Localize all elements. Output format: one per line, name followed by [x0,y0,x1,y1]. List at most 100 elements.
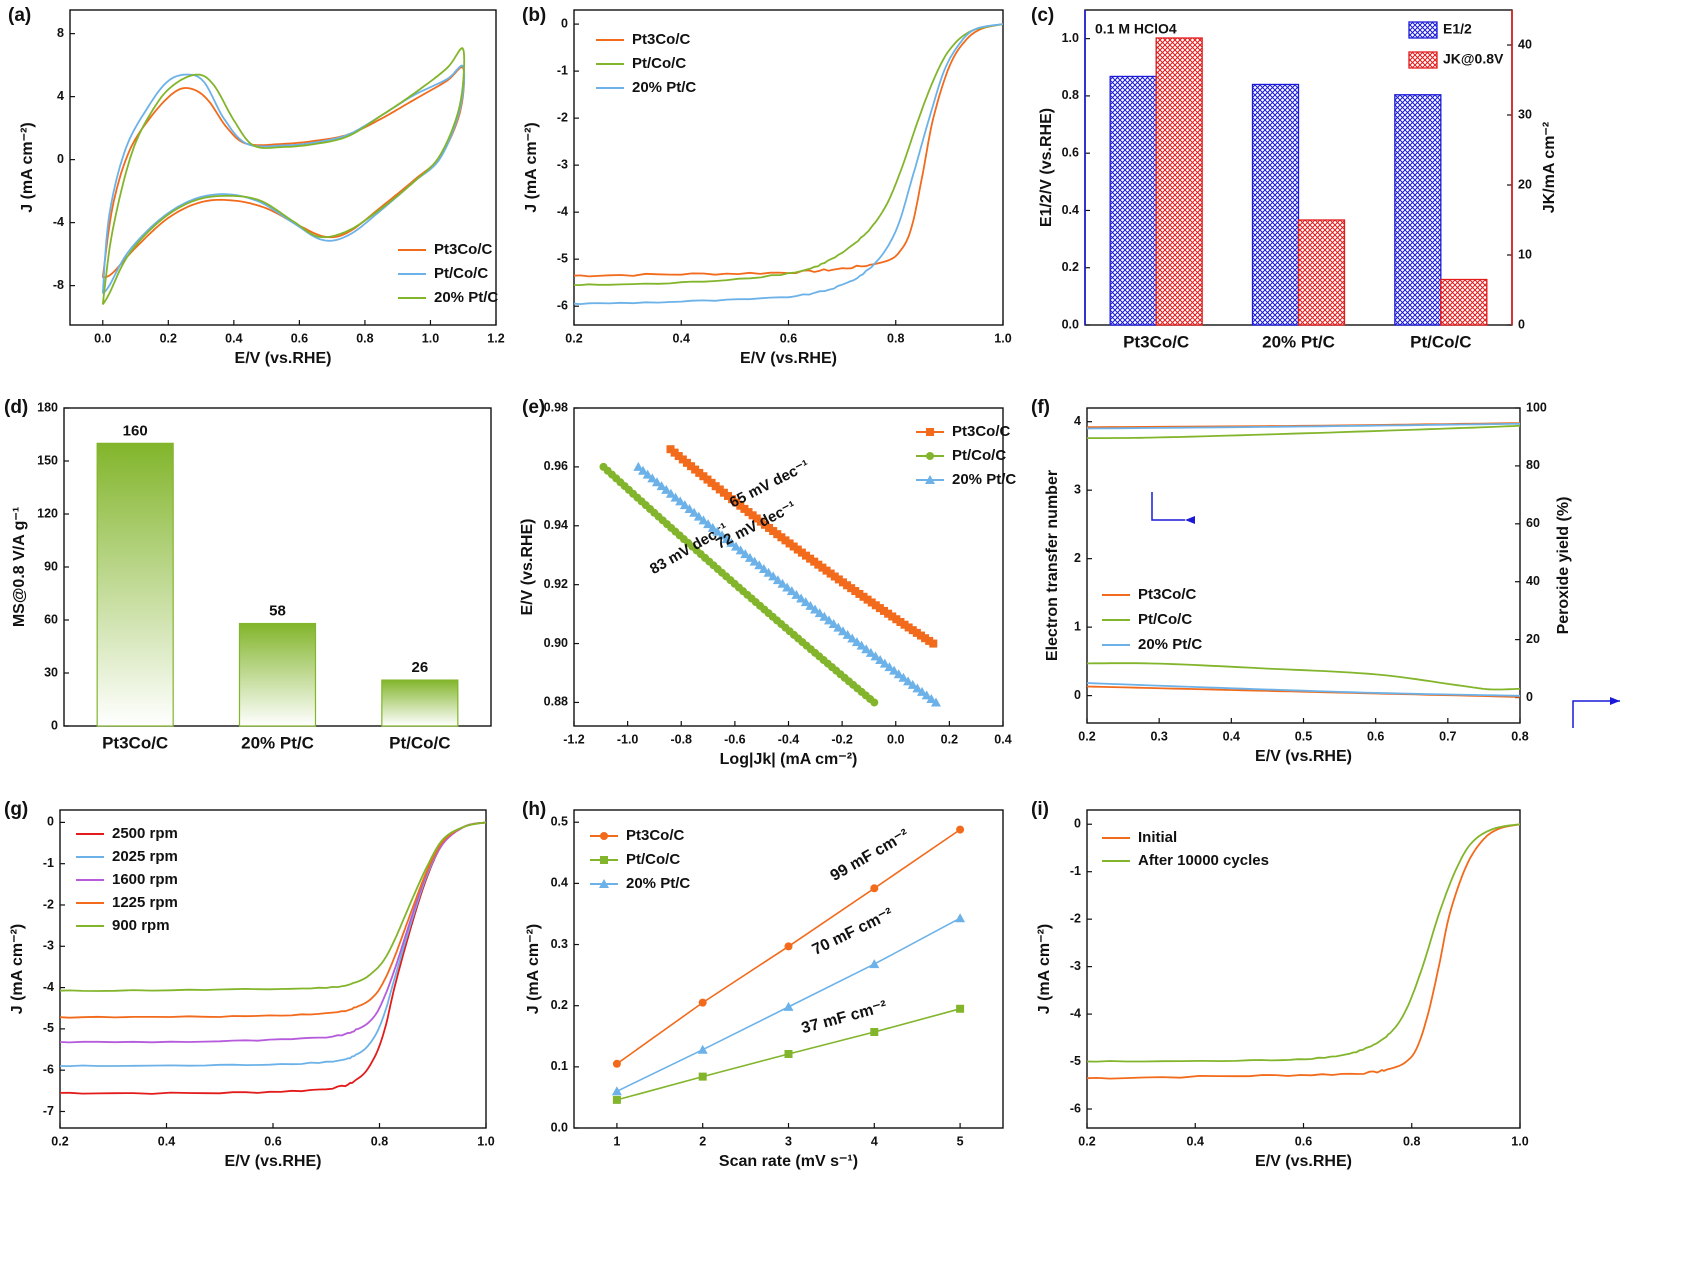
bar-mass-activity [381,679,459,727]
data-point [600,832,608,840]
data-point [691,465,700,474]
y-tick-label: 4 [1074,414,1081,428]
x-tick-label: 0.8 [1403,1134,1420,1148]
x-tick-label: 0.2 [160,331,177,345]
x-tick-label: 0.3 [1150,729,1167,743]
x-tick-label: 0.6 [780,331,797,345]
data-point [907,679,918,689]
legend-label: 20% Pt/C [1138,636,1202,653]
arrow-head-icon [1185,516,1195,524]
bar-value-label: 58 [269,603,286,620]
data-point [810,557,819,566]
data-point [703,475,712,484]
panel-label: (f) [1031,397,1050,418]
legend-label: 1600 rpm [112,871,178,888]
x-tick-label: -1.0 [617,732,639,746]
data-point [711,482,720,491]
data-point [749,556,760,566]
category-label: 20% Pt/C [1262,332,1335,351]
data-point [679,500,690,510]
panel-f: (f) 0.2 0.3 0.4 0.5 0.6 0.7 0.8 E/V (vs.RHE) 0 1 2 3… [1031,397,1620,765]
data-point [824,615,835,625]
y-tick-label: -5 [557,251,568,265]
y-tick-label: -4 [43,980,54,994]
y-tick-label: 150 [37,453,58,467]
panel-c: (c) 0.0 0.2 0.4 0.6 0.8 1.0 0 10 20 30 40 Pt3Co/C 20%… [1031,5,1558,351]
y-tick-label: 0.5 [551,815,568,829]
y-axis-title: J (mA cm⁻²) [19,122,36,213]
data-point [698,515,709,525]
y-tick-label: 0.98 [544,400,568,414]
data-point [869,959,880,969]
data-point [754,560,765,570]
data-point [740,549,751,559]
right-axis-arrow [1572,700,1620,728]
y-tick-label: 60 [1526,516,1540,530]
data-point [697,1044,708,1054]
x-tick-label: 0.6 [1295,1134,1312,1148]
x-tick-label: 0.4 [158,1134,175,1148]
data-point [837,626,848,636]
x-tick-label: 0.8 [356,331,373,345]
series-line-Initial [1087,823,1520,1080]
data-point [879,658,890,668]
x-axis-title: Scan rate (mV s⁻¹) [719,1153,858,1170]
x-tick-label: -0.8 [670,732,692,746]
x-tick-label: 0.6 [291,331,308,345]
data-point [781,536,790,545]
data-point [752,514,761,523]
data-point [689,507,700,517]
data-point [785,539,794,548]
y-tick-label: 2 [1074,551,1081,565]
data-point [908,626,917,635]
data-point [916,631,925,640]
panel-a: (a) 0.0 0.2 0.4 0.6 0.8 1.0 1.2 E/V (vs.RHE) -8 -4… [8,5,505,367]
y-tick-label: 20 [1526,632,1540,646]
legend-label: 20% Pt/C [626,875,690,892]
x-axis-title: E/V (vs.RHE) [225,1153,322,1170]
data-point [707,478,716,487]
data-point [666,445,675,454]
panel-e: (e) -1.2 -1.0 -0.8 -0.6 -0.4 -0.2 0.0 0.2 0.4 Log|… [519,397,1016,768]
x-axis-title: Log|Jk| (mA cm⁻²) [720,751,858,768]
data-point [875,604,884,613]
data-point [912,683,923,693]
y-tick-label: 0 [1074,688,1081,702]
data-point [851,637,862,647]
x-tick-label: 0.2 [941,732,958,746]
x-tick-label: 1.0 [1511,1134,1528,1148]
data-point [777,578,788,588]
data-point [674,452,683,461]
bar-jk [1297,219,1346,326]
data-point [740,504,749,513]
series-line-Pt3Co/C [101,66,466,279]
y-tick-label: 3 [1074,482,1081,496]
x-axis-title: E/V (vs.RHE) [235,350,332,367]
series-line-900 rpm [60,821,486,992]
data-point [814,560,823,569]
data-point [600,856,608,864]
data-point [786,586,797,596]
category-label: Pt/Co/C [1410,332,1471,351]
y-tick-label: -7 [43,1104,54,1118]
data-point [638,465,649,475]
data-point [695,468,704,477]
data-point [599,879,609,888]
y-tick-label: 60 [44,612,58,626]
data-point [955,913,966,923]
data-point [687,462,696,471]
series-line-Pt/Co/C [574,23,1003,287]
data-point [712,526,723,536]
x-tick-label: -0.2 [831,732,853,746]
data-point [865,647,876,657]
data-point [863,595,872,604]
x-tick-label: 0.4 [673,331,690,345]
y-axis-title: J (mA cm⁻²) [9,924,26,1015]
x-tick-label: 0.0 [887,732,904,746]
data-point [675,496,686,506]
legend-swatch [1408,51,1438,69]
y-tick-label: 1 [1074,619,1081,633]
legend-label: Pt3Co/C [434,241,493,258]
data-point [828,619,839,629]
y-tick-label: -3 [43,939,54,953]
